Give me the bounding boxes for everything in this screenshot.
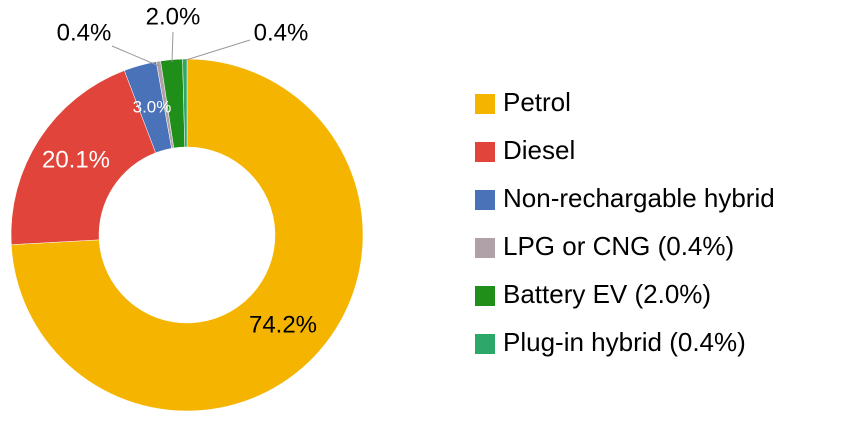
legend-label: LPG or CNG (0.4%) xyxy=(503,231,734,261)
legend-label: Battery EV (2.0%) xyxy=(503,279,711,309)
donut-slice xyxy=(11,58,364,412)
donut-slice xyxy=(10,70,156,245)
data-label: 0.4% xyxy=(254,19,309,46)
legend-swatch xyxy=(475,190,495,210)
legend-label: Plug-in hybrid (0.4%) xyxy=(503,327,746,357)
legend-swatch xyxy=(475,238,495,258)
donut-slice xyxy=(182,58,188,148)
data-label: 2.0% xyxy=(146,3,201,30)
data-label: 74.2% xyxy=(249,311,317,338)
legend-label: Diesel xyxy=(503,135,575,165)
data-label: 20.1% xyxy=(42,146,110,173)
data-label: 3.0% xyxy=(133,97,172,116)
legend-swatch xyxy=(475,142,495,162)
legend-label: Petrol xyxy=(503,87,571,117)
legend-swatch xyxy=(475,286,495,306)
legend-swatch xyxy=(475,334,495,354)
leader-line xyxy=(111,45,160,67)
leader-line xyxy=(171,31,174,63)
legend-label: Non-rechargable hybrid xyxy=(503,183,775,213)
data-label: 0.4% xyxy=(57,19,112,46)
leader-line xyxy=(185,39,251,61)
legend-swatch xyxy=(475,94,495,114)
